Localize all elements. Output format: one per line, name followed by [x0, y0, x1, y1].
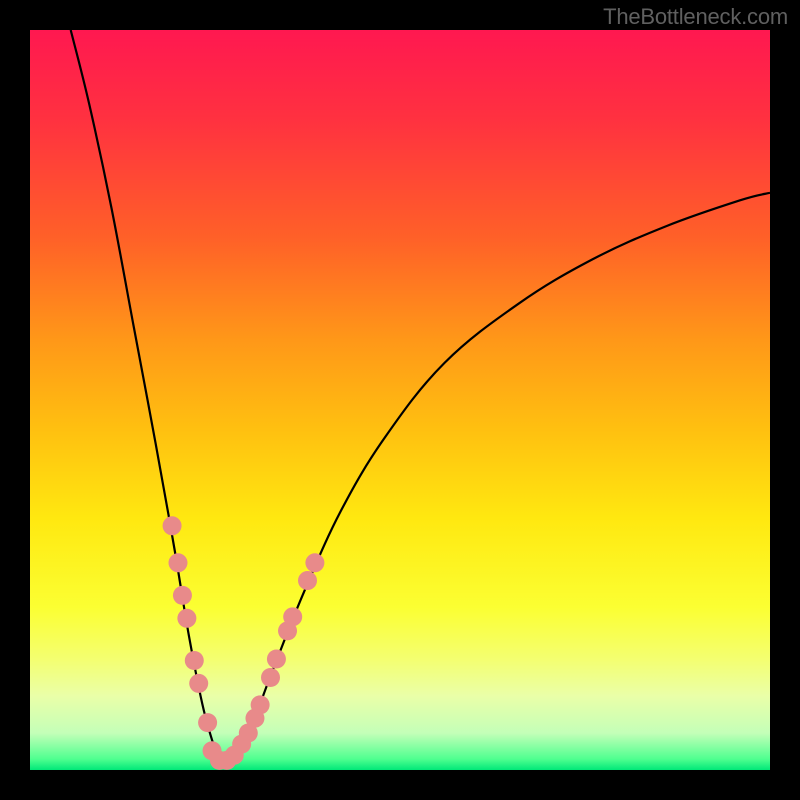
- data-bead: [177, 609, 196, 628]
- data-bead: [267, 650, 286, 669]
- watermark-text: TheBottleneck.com: [603, 4, 788, 30]
- data-bead: [298, 571, 317, 590]
- data-bead: [261, 668, 280, 687]
- data-bead: [189, 674, 208, 693]
- data-bead: [305, 553, 324, 572]
- data-bead: [198, 713, 217, 732]
- data-bead: [163, 516, 182, 535]
- data-bead: [185, 651, 204, 670]
- data-bead: [283, 607, 302, 626]
- data-bead: [173, 586, 192, 605]
- chart-background: [30, 30, 770, 770]
- bottleneck-chart: [30, 30, 770, 770]
- data-bead: [251, 695, 270, 714]
- data-bead: [169, 553, 188, 572]
